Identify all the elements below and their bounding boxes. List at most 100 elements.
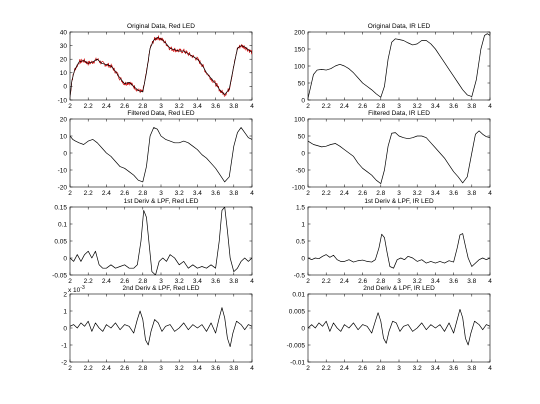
x-tick-label: 2.8 (376, 190, 385, 197)
y-tick-label: -20 (58, 184, 68, 191)
x-tick-label: 2.2 (84, 190, 93, 197)
x-tick-label: 3 (159, 365, 163, 372)
x-tick-label: 2.2 (322, 365, 331, 372)
x-tick-label: 3.4 (431, 190, 440, 197)
y-tick-label: 40 (60, 29, 68, 36)
y-tick-label: 1 (301, 221, 305, 228)
subplot-1: Original Data, Red LED 2 2.2 2.4 2.6 2.8 3 3.2 3… (58, 23, 255, 110)
x-tick-label: 2 (306, 190, 310, 197)
axes-frame (69, 293, 253, 363)
subplot-title: 2nd Deriv & LPF, Red LED (123, 285, 200, 292)
y-tick-label: -0.5 (294, 272, 306, 279)
x-tick-label: 3.4 (193, 190, 202, 197)
y-exponent-power: -3 (80, 285, 85, 291)
y-tick-label: 150 (294, 46, 305, 53)
x-tick-label: 2.2 (322, 103, 331, 110)
x-tick-label: 2.6 (358, 278, 367, 285)
x-tick-label: 3.6 (211, 278, 220, 285)
subplot-2: Original Data, IR LED 2 2.2 2.4 2.6 2.8 3 3.2 3.… (294, 23, 492, 110)
x-tick-label: 3.2 (413, 190, 422, 197)
y-exponent-base: x 10 (68, 287, 81, 294)
x-tick-label: 3 (159, 278, 163, 285)
x-tick-label: 2 (306, 278, 310, 285)
x-tick-label: 2.2 (84, 365, 93, 372)
subplot-3: Filtered Data, Red LED 2 2.2 2.4 2.6 2.8 3 3.2 3… (58, 110, 255, 197)
x-tick-label: 2.8 (138, 365, 147, 372)
x-tick-label: 2.6 (120, 190, 129, 197)
x-tick-label: 2.4 (340, 278, 349, 285)
x-tick-label: 2.8 (138, 103, 147, 110)
x-tick-label: 4 (250, 278, 254, 285)
y-tick-label: 10 (60, 70, 68, 77)
x-tick-label: 2.6 (358, 365, 367, 372)
x-tick-label: 4 (488, 190, 492, 197)
x-tick-label: 3.8 (229, 190, 238, 197)
subplot-7: 2nd Deriv & LPF, Red LED 2 2.2 2.4 2.6 2.8 3 3.… (61, 285, 254, 372)
y-tick-label: -10 (58, 97, 68, 104)
x-tick-label: 3 (397, 190, 401, 197)
x-tick-label: 3.4 (193, 103, 202, 110)
series-line-2 (70, 37, 252, 98)
y-tick-label: -10 (58, 167, 68, 174)
x-tick-label: 3.8 (467, 278, 476, 285)
x-tick-label: 3.6 (211, 103, 220, 110)
x-tick-label: 4 (488, 365, 492, 372)
x-tick-label: 2.2 (322, 190, 331, 197)
axes-frame (307, 206, 491, 276)
y-tick-label: -100 (292, 184, 305, 191)
subplot-title: Original Data, Red LED (127, 23, 195, 30)
y-tick-label: 0.15 (54, 204, 67, 211)
x-tick-label: 2 (306, 103, 310, 110)
y-tick-label: 2 (63, 291, 67, 298)
x-tick-label: 2.6 (120, 365, 129, 372)
x-tick-label: 2.6 (358, 103, 367, 110)
x-tick-label: 2.4 (102, 278, 111, 285)
y-tick-label: 0.05 (54, 238, 67, 245)
subplot-title: 1st Deriv & LPF, IR LED (364, 198, 434, 205)
x-tick-label: 3 (397, 365, 401, 372)
x-tick-label: 2.4 (102, 365, 111, 372)
y-tick-label: 30 (60, 43, 68, 50)
x-tick-label: 2.2 (84, 278, 93, 285)
subplot-4: Filtered Data, IR LED 2 2.2 2.4 2.6 2.8 3 3.2 3.… (292, 110, 492, 197)
x-tick-label: 3.4 (431, 278, 440, 285)
y-tick-label: 50 (298, 133, 306, 140)
x-tick-label: 3 (159, 103, 163, 110)
y-tick-label: 0.01 (292, 291, 305, 298)
x-tick-label: 3.8 (467, 190, 476, 197)
x-tick-label: 2.2 (84, 103, 93, 110)
y-tick-label: -0.05 (52, 272, 67, 279)
y-tick-label: 0 (63, 255, 67, 262)
x-tick-label: 2 (68, 365, 72, 372)
y-tick-label: 100 (294, 63, 305, 70)
subplot-6: 1st Deriv & LPF, IR LED 2 2.2 2.4 2.6 2.8 3 3.2… (294, 198, 492, 285)
y-tick-label: 50 (298, 80, 306, 87)
y-tick-label: 1.5 (296, 204, 305, 211)
series-line-1 (308, 33, 490, 99)
x-tick-label: 2.6 (358, 190, 367, 197)
y-tick-label: 0 (301, 255, 305, 262)
y-tick-label: -0.005 (287, 342, 306, 349)
y-tick-label: 0 (63, 84, 67, 91)
subplot-8: 2nd Deriv & LPF, IR LED 2 2.2 2.4 2.6 2.8 3 3.2… (287, 285, 493, 372)
y-tick-label: 0.1 (58, 221, 67, 228)
subplot-title: Filtered Data, IR LED (368, 110, 430, 117)
x-tick-label: 3 (159, 190, 163, 197)
series-line-1 (70, 307, 252, 348)
x-tick-label: 2 (68, 190, 72, 197)
x-tick-label: 2 (68, 278, 72, 285)
y-tick-label: 20 (60, 57, 68, 64)
y-tick-label: 0 (301, 97, 305, 104)
x-tick-label: 2.8 (376, 103, 385, 110)
y-tick-label: 0.5 (296, 238, 305, 245)
x-tick-label: 2.8 (138, 190, 147, 197)
x-tick-label: 3.2 (175, 190, 184, 197)
subplot-title: Filtered Data, Red LED (127, 110, 195, 117)
y-tick-label: 20 (60, 116, 68, 123)
x-tick-label: 3.4 (193, 278, 202, 285)
x-tick-label: 3.6 (211, 190, 220, 197)
axes-frame (69, 31, 253, 101)
x-tick-label: 3.8 (467, 103, 476, 110)
axes-frame (69, 118, 253, 188)
y-tick-label: 1 (63, 308, 67, 315)
